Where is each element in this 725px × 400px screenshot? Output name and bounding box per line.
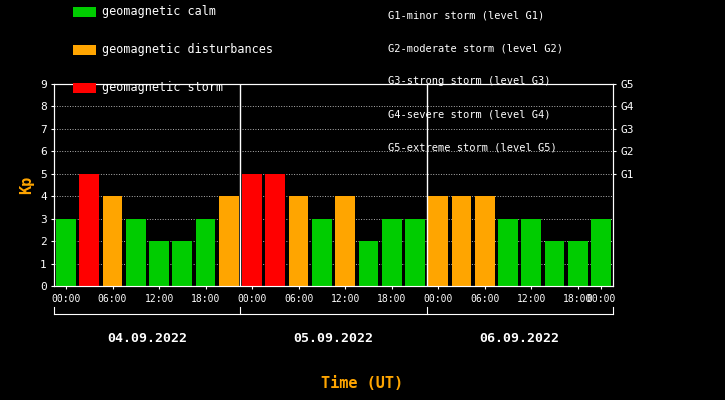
Bar (521, 219, 541, 286)
Bar (219, 196, 239, 286)
Text: G2-moderate storm (level G2): G2-moderate storm (level G2) (388, 43, 563, 53)
Y-axis label: Kp: Kp (20, 176, 34, 194)
Text: G4-severe storm (level G4): G4-severe storm (level G4) (388, 110, 550, 120)
Bar (405, 219, 425, 286)
Bar (544, 241, 564, 286)
Text: geomagnetic storm: geomagnetic storm (102, 82, 223, 94)
Bar (382, 219, 402, 286)
Bar (452, 196, 471, 286)
Bar (428, 196, 448, 286)
Bar (289, 196, 309, 286)
Text: geomagnetic calm: geomagnetic calm (102, 6, 215, 18)
Text: G1-minor storm (level G1): G1-minor storm (level G1) (388, 10, 544, 20)
Text: 06.09.2022: 06.09.2022 (479, 332, 560, 344)
Bar (335, 196, 355, 286)
Text: geomagnetic disturbances: geomagnetic disturbances (102, 44, 273, 56)
Bar (358, 241, 378, 286)
Bar (196, 219, 215, 286)
Text: Time (UT): Time (UT) (321, 376, 404, 392)
Bar (173, 241, 192, 286)
Bar (56, 219, 76, 286)
Bar (475, 196, 494, 286)
Bar (149, 241, 169, 286)
Bar (242, 174, 262, 286)
Bar (79, 174, 99, 286)
Text: G5-extreme storm (level G5): G5-extreme storm (level G5) (388, 143, 557, 153)
Bar (498, 219, 518, 286)
Text: G3-strong storm (level G3): G3-strong storm (level G3) (388, 76, 550, 86)
Bar (126, 219, 146, 286)
Text: 05.09.2022: 05.09.2022 (294, 332, 373, 344)
Bar (265, 174, 285, 286)
Bar (312, 219, 332, 286)
Bar (591, 219, 611, 286)
Text: 04.09.2022: 04.09.2022 (107, 332, 188, 344)
Bar (568, 241, 588, 286)
Bar (103, 196, 123, 286)
